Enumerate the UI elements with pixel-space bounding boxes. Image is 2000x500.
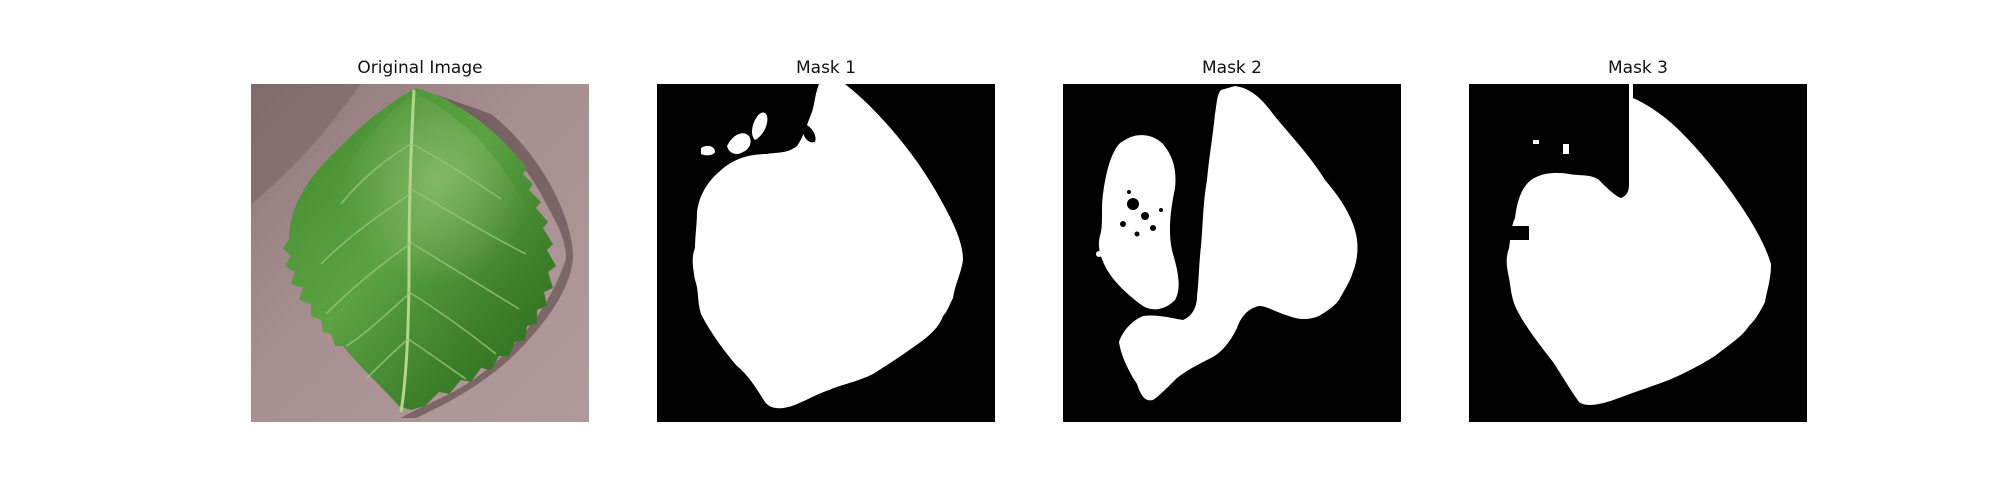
mask-1-title: Mask 1 [795, 58, 856, 78]
mask-3-panel: Mask 3 [1469, 56, 1807, 422]
mask-1-foreground [692, 84, 963, 409]
mask-2-panel: Mask 2 [1063, 56, 1401, 422]
mask-1-blob-c [701, 145, 715, 156]
mask-1-panel: Mask 1 [657, 56, 995, 422]
original-leaf-photo [251, 84, 589, 422]
mask-3-foreground [1506, 84, 1771, 405]
mask-2-gap [1180, 166, 1205, 310]
original-image-title: Original Image [357, 58, 483, 78]
mask-1-blob-b [752, 112, 768, 140]
leaf-shadow [401, 90, 573, 418]
mask-2-title: Mask 2 [1201, 58, 1262, 78]
mask-3-image [1469, 84, 1807, 422]
photo-shadow-area [251, 84, 361, 204]
mask-2-image [1063, 84, 1401, 422]
mask-3-notch [1499, 150, 1531, 166]
mask-1-image [657, 84, 995, 422]
leaf-veins [320, 143, 527, 380]
mask-2-outlier [1096, 251, 1102, 257]
mask-2-foreground-left [1098, 135, 1179, 310]
leaf-highlight [321, 94, 531, 334]
mask-3-title: Mask 3 [1607, 58, 1668, 78]
mask-2-speckles [1120, 190, 1163, 237]
mask-1-hole [803, 124, 816, 143]
original-image-panel: Original Image [251, 56, 589, 422]
mask-2-foreground-right [1119, 86, 1358, 401]
mask-1-blob-a [727, 133, 751, 154]
mask-3-step [1509, 226, 1529, 240]
leaf-midrib [399, 89, 416, 413]
mask-3-speck-b [1563, 144, 1569, 154]
mask-3-speck-a [1533, 140, 1539, 144]
